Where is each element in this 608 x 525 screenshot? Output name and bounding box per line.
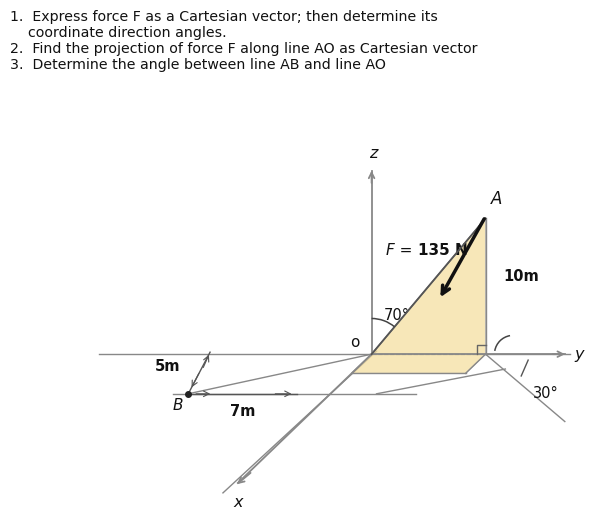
Text: 10m: 10m: [503, 269, 539, 284]
Polygon shape: [351, 218, 486, 373]
Text: y: y: [575, 346, 584, 362]
Text: x: x: [233, 495, 243, 510]
Text: 7m: 7m: [230, 404, 255, 419]
Text: 5m: 5m: [155, 359, 181, 374]
Text: 2.  Find the projection of force F along line AO as Cartesian vector: 2. Find the projection of force F along …: [10, 42, 477, 56]
Text: B: B: [173, 398, 184, 413]
Text: 30°: 30°: [533, 386, 559, 401]
Text: 135 N: 135 N: [418, 243, 468, 258]
Text: A: A: [491, 191, 502, 208]
Text: coordinate direction angles.: coordinate direction angles.: [28, 26, 226, 40]
Text: 3.  Determine the angle between line AB and line AO: 3. Determine the angle between line AB a…: [10, 58, 386, 72]
Text: 70°: 70°: [384, 308, 410, 322]
Text: F =: F =: [387, 243, 418, 258]
Text: z: z: [370, 146, 378, 161]
Text: o: o: [350, 335, 360, 350]
Text: 1.  Express force F as a Cartesian vector; then determine its: 1. Express force F as a Cartesian vector…: [10, 10, 438, 24]
